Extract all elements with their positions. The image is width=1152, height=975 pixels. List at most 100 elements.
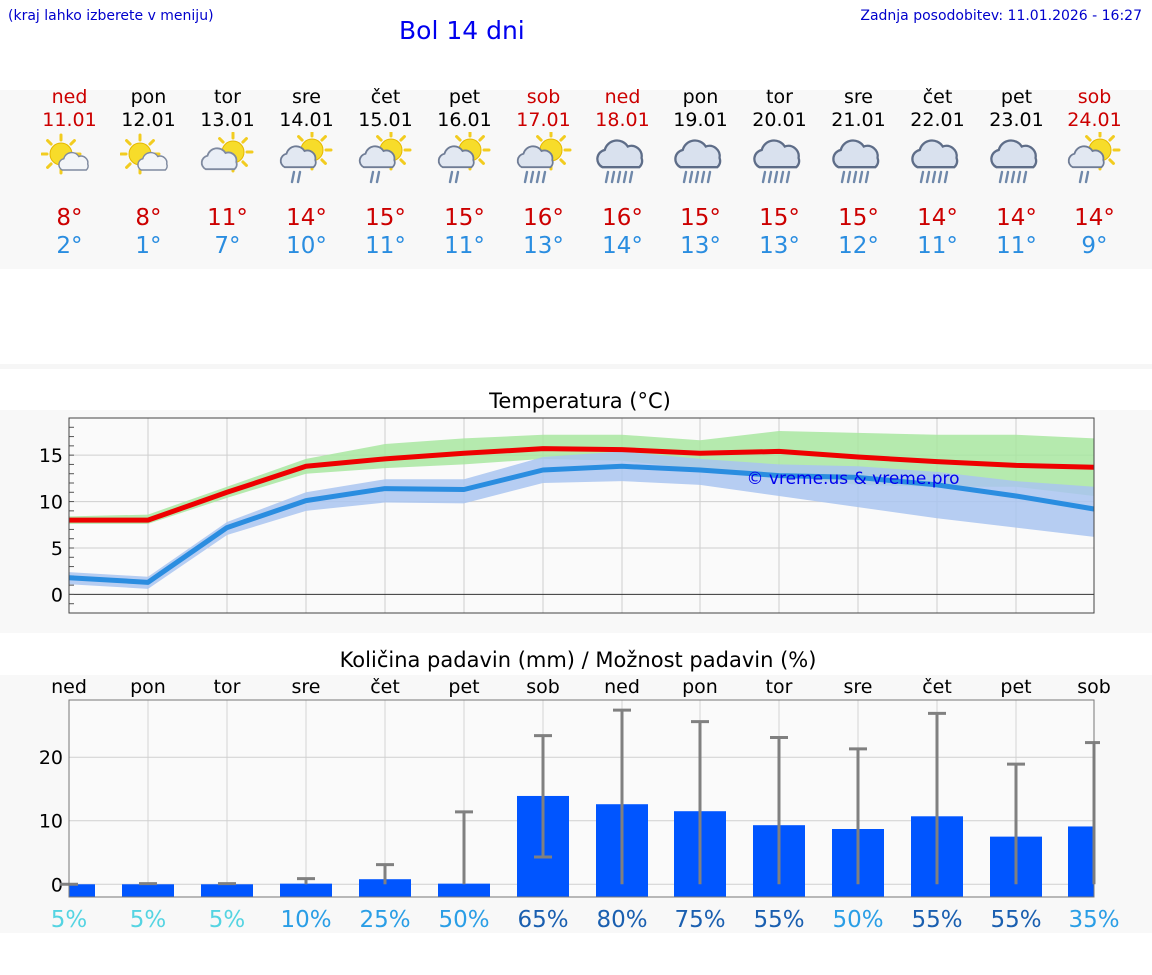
day-forecast: tor 13.01 11° 7°: [188, 86, 267, 260]
min-temperature-line: [68, 463, 1095, 585]
min-temperature: 11°: [365, 233, 406, 259]
weather-icon: [504, 132, 583, 204]
day-forecast: pet 16.01 15° 11°: [425, 86, 504, 260]
max-temperature: 14°: [996, 205, 1037, 231]
day-forecast: sre 14.01 14° 10°: [267, 86, 346, 260]
plot-frame: [68, 417, 1095, 614]
min-temperature: 9°: [1081, 233, 1108, 259]
max-temperature: 15°: [759, 205, 800, 231]
max-temperature: 14°: [917, 205, 958, 231]
day-forecast: pon 12.01 8° 1°: [109, 86, 188, 260]
min-temperature-band: [69, 451, 1094, 589]
day-name: pet: [448, 86, 481, 108]
day-forecast: sob 24.01 14° 9°: [1055, 86, 1134, 260]
precipitation-bar: [359, 879, 411, 897]
y-tick-label: 0: [51, 874, 63, 896]
day-name: tor: [214, 86, 241, 108]
min-temperature: 11°: [996, 233, 1037, 259]
min-temperature: 13°: [680, 233, 721, 259]
precipitation-probability: 55%: [911, 907, 962, 933]
y-tick-label: 5: [51, 538, 63, 560]
max-temperature: 16°: [602, 205, 643, 231]
day-date: 20.01: [752, 109, 807, 131]
weather-icon: [740, 132, 819, 204]
day-name: sre: [844, 86, 873, 108]
precipitation-bar: [201, 884, 253, 897]
min-temperature: 7°: [214, 233, 241, 259]
min-temperature: 10°: [286, 233, 327, 259]
min-temperature: 13°: [523, 233, 564, 259]
weather-icon: [583, 132, 662, 204]
max-temperature: 14°: [1074, 205, 1115, 231]
day-date: 18.01: [595, 109, 650, 131]
min-temperature: 1°: [135, 233, 162, 259]
day-forecast: čet 15.01 15° 11°: [346, 86, 425, 260]
chart-title: Temperatura (°C): [488, 389, 671, 413]
location-menu-hint[interactable]: (kraj lahko izberete v meniju): [8, 8, 214, 24]
precipitation-bar: [69, 884, 95, 897]
precipitation-probability: 55%: [753, 907, 804, 933]
weather-icon: [109, 132, 188, 204]
max-temperature: 11°: [207, 205, 248, 231]
max-temperature: 8°: [56, 205, 83, 231]
precipitation-probability: 80%: [596, 907, 647, 933]
plot-frame: [68, 699, 1095, 898]
weather-icon: [819, 132, 898, 204]
weather-icon: [346, 132, 425, 204]
precipitation-probability: 55%: [990, 907, 1041, 933]
day-date: 16.01: [437, 109, 492, 131]
day-forecast: sre 21.01 15° 12°: [819, 86, 898, 260]
precipitation-probability: 35%: [1068, 907, 1119, 933]
y-tick-label: 10: [39, 492, 63, 514]
y-tick-label: 20: [39, 747, 63, 769]
min-temperature: 12°: [838, 233, 879, 259]
precipitation-probability: 25%: [359, 907, 410, 933]
day-date: 15.01: [358, 109, 413, 131]
day-date: 14.01: [279, 109, 334, 131]
weather-icon: [267, 132, 346, 204]
day-date: 12.01: [121, 109, 176, 131]
day-name: sob: [1077, 86, 1112, 108]
day-label: tor: [214, 676, 241, 698]
day-name: tor: [766, 86, 793, 108]
y-tick-label: 15: [39, 445, 63, 467]
day-forecast: pon 19.01 15° 13°: [661, 86, 740, 260]
day-label: tor: [766, 676, 793, 698]
last-update: Zadnja posodobitev: 11.01.2026 - 16:27: [860, 8, 1142, 24]
max-temperature: 15°: [838, 205, 879, 231]
min-temperature: 11°: [917, 233, 958, 259]
max-temperature-line: [69, 446, 1095, 523]
max-temperature: 8°: [135, 205, 162, 231]
day-name: sre: [292, 86, 321, 108]
watermark: © vreme.us & vreme.pro: [746, 469, 959, 489]
day-label: ned: [604, 676, 640, 698]
weather-icon: [661, 132, 740, 204]
day-date: 13.01: [200, 109, 255, 131]
precipitation-bar: [1068, 826, 1094, 897]
min-temperature: 13°: [759, 233, 800, 259]
day-label: ned: [51, 676, 87, 698]
day-date: 21.01: [831, 109, 886, 131]
day-name: pon: [130, 86, 167, 108]
min-temperature: 2°: [56, 233, 83, 259]
max-temperature: 15°: [680, 205, 721, 231]
precipitation-bar: [122, 884, 174, 897]
day-name: sob: [526, 86, 561, 108]
day-label: sre: [844, 676, 873, 698]
precipitation-probability: 5%: [51, 907, 88, 933]
temperature-chart: Temperatura (°C) 0 5 10 15 © vreme.us & vreme…: [39, 389, 1095, 614]
day-forecast: sob 17.01 16° 13°: [504, 86, 583, 260]
day-label: pet: [448, 676, 479, 698]
day-label: sre: [292, 676, 321, 698]
y-tick-label: 10: [39, 811, 63, 833]
weather-icon: [977, 132, 1056, 204]
day-forecast: ned 18.01 16° 14°: [583, 86, 662, 260]
chart-title: Količina padavin (mm) / Možnost padavin …: [340, 648, 817, 672]
precipitation-probability: 5%: [130, 907, 167, 933]
day-name: ned: [604, 86, 641, 108]
precipitation-probability: 5%: [209, 907, 246, 933]
day-forecast: tor 20.01 15° 13°: [740, 86, 819, 260]
day-date: 17.01: [516, 109, 571, 131]
precipitation-probability: 65%: [517, 907, 568, 933]
day-label: pet: [1000, 676, 1031, 698]
